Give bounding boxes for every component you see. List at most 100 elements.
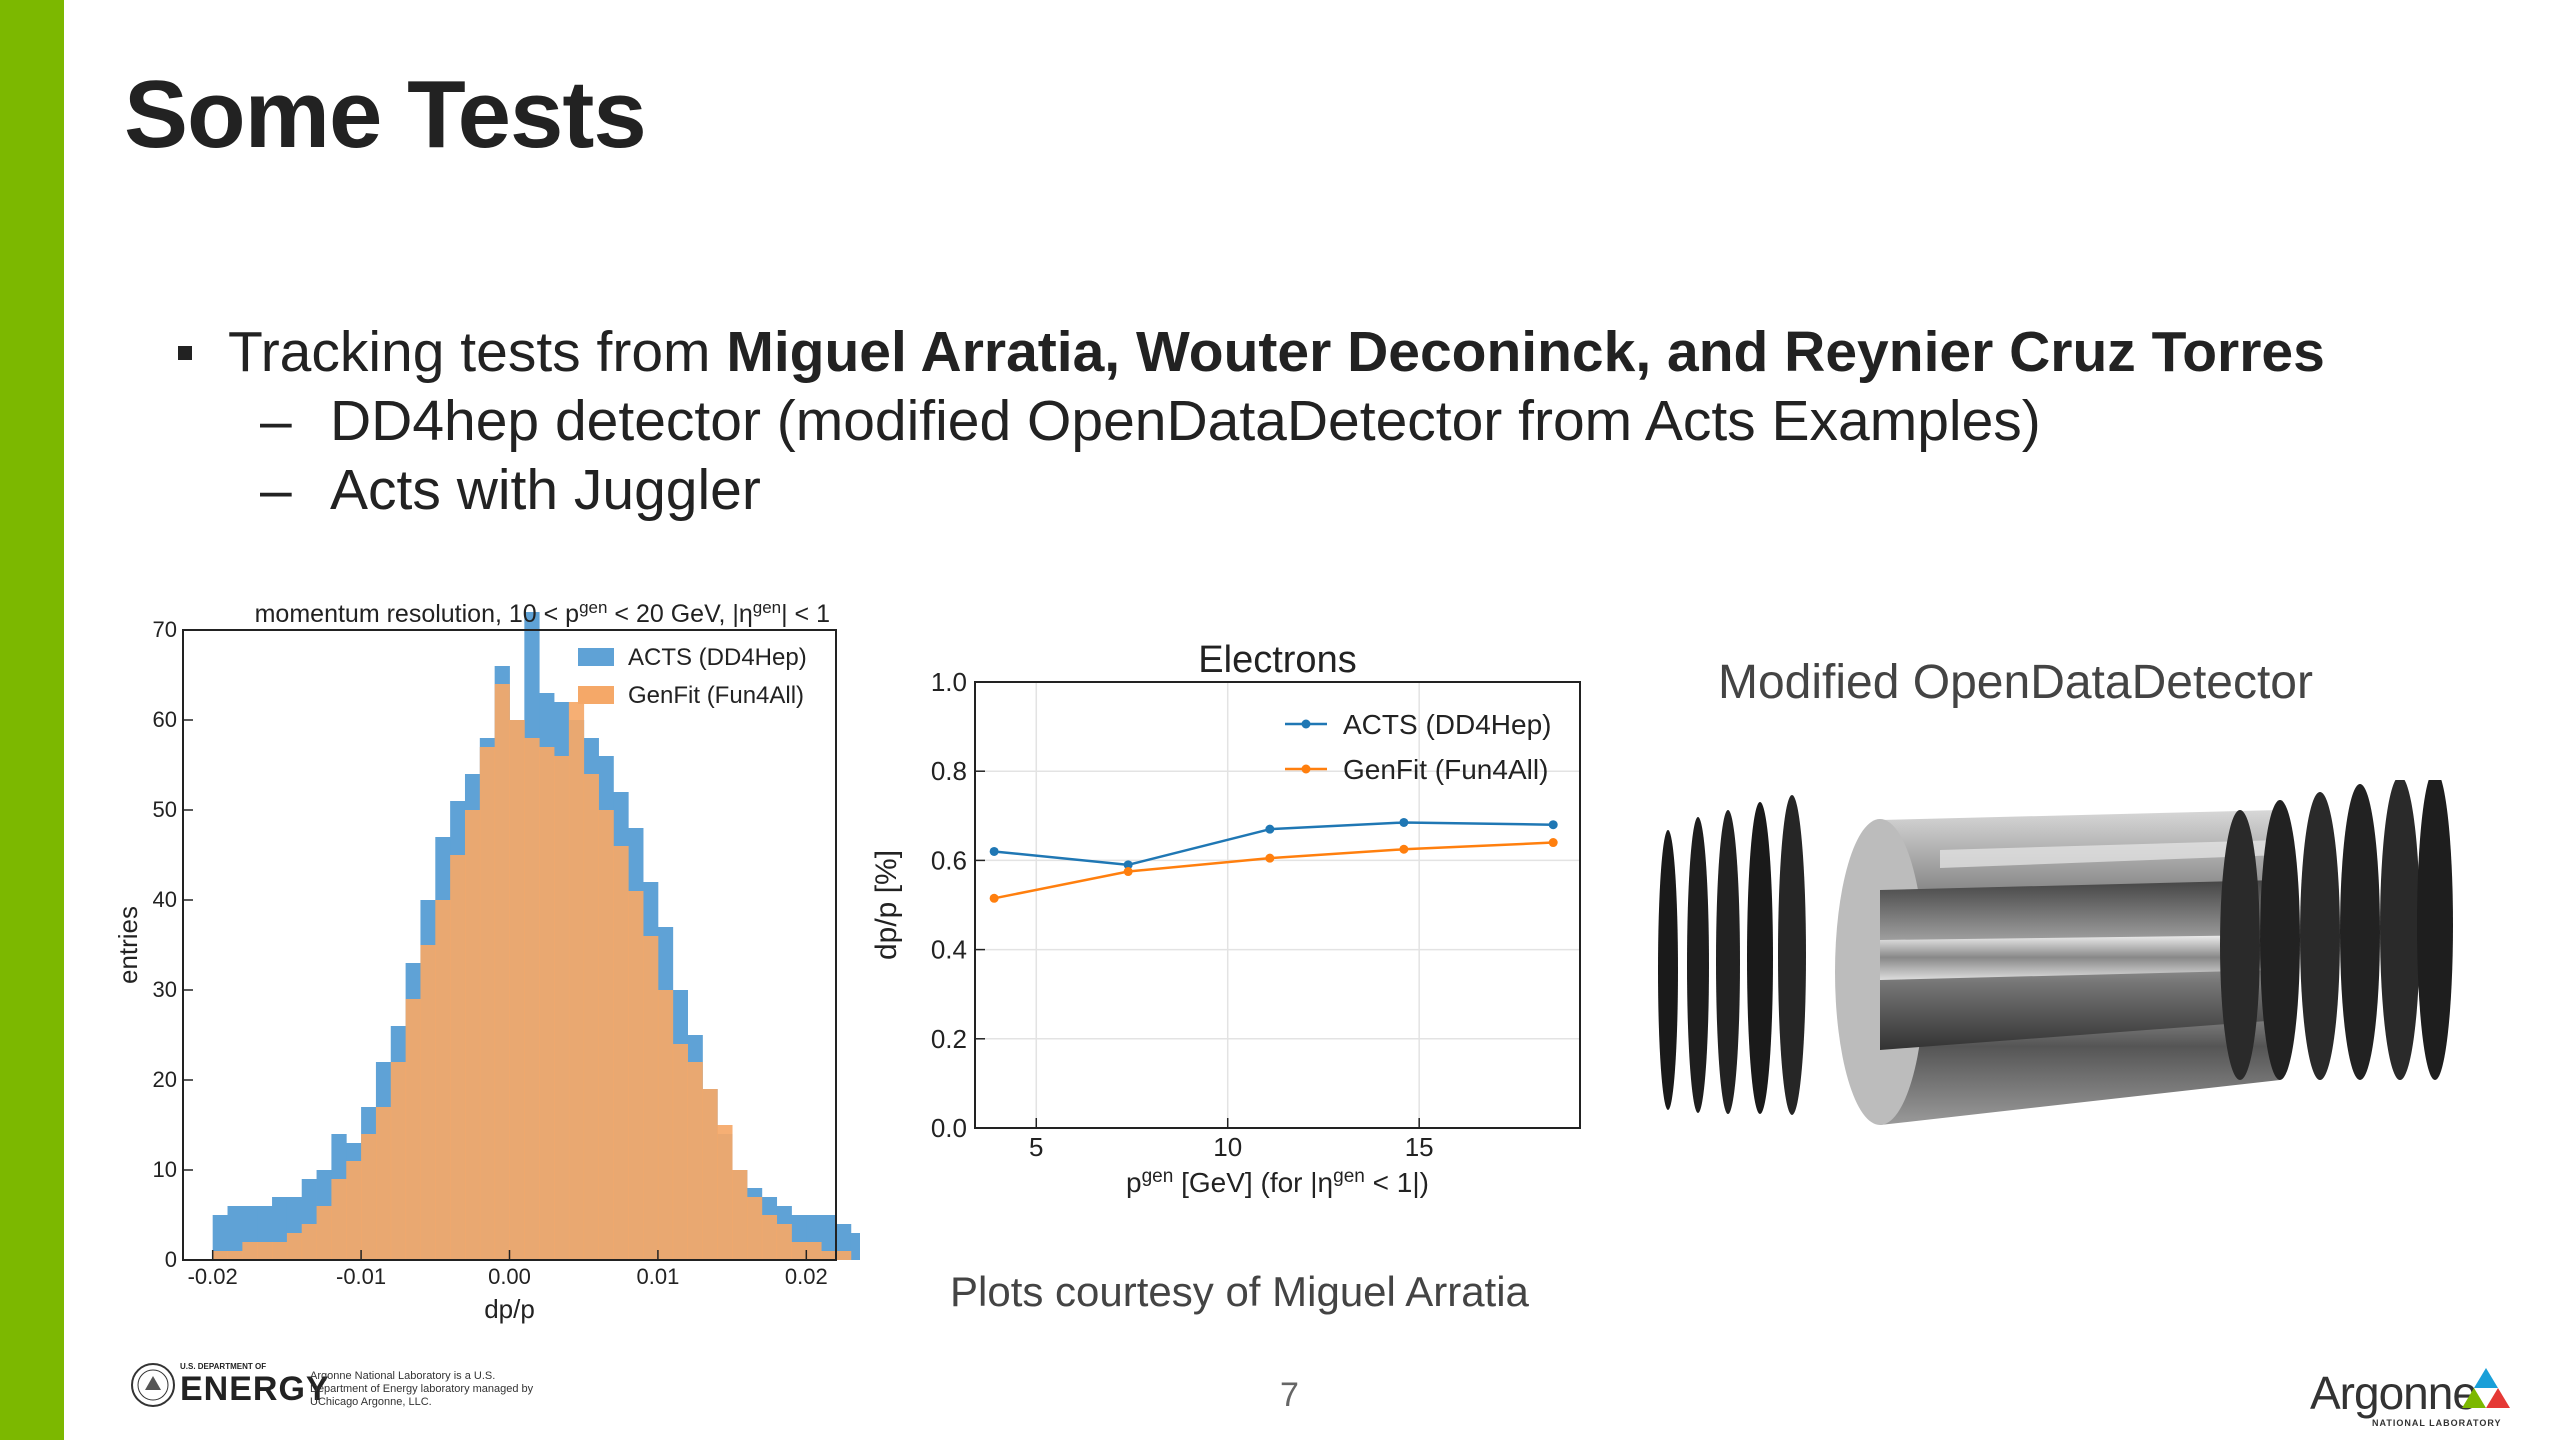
hist-bar-genfit	[776, 1224, 792, 1260]
hist-bar-genfit	[420, 945, 436, 1260]
hist-bar-genfit	[717, 1125, 733, 1260]
hist-bar-genfit	[791, 1242, 807, 1260]
line-point-acts	[1265, 824, 1275, 834]
barrel-cylinder	[1835, 810, 2280, 1125]
bullet-item: Tracking tests from Miguel Arratia, Wout…	[178, 318, 2325, 387]
hist-bar-genfit	[702, 1089, 718, 1260]
line-point-genfit	[1399, 844, 1409, 854]
argonne-subtitle: NATIONAL LABORATORY	[2372, 1418, 2502, 1428]
hist-x-tick-label: 0.01	[636, 1264, 679, 1289]
hist-bar-genfit	[390, 1062, 407, 1260]
hist-bar-genfit	[761, 1215, 778, 1260]
hist-bar-genfit	[494, 684, 510, 1260]
hist-y-tick-label: 20	[153, 1067, 177, 1092]
hist-bar-genfit	[613, 846, 629, 1260]
detector-title: Modified OpenDataDetector	[1718, 656, 2313, 709]
doe-seal-icon	[131, 1363, 175, 1407]
hist-bar-genfit	[479, 747, 496, 1260]
hist-bar-genfit	[242, 1242, 258, 1260]
hist-legend-swatch	[578, 648, 614, 666]
hist-bar-genfit	[272, 1242, 288, 1260]
hist-y-tick-label: 70	[153, 617, 177, 642]
hist-bar-genfit	[524, 738, 540, 1260]
hist-bar-acts	[227, 1206, 243, 1260]
line-legend-label: ACTS (DD4Hep)	[1343, 709, 1551, 740]
hist-bar-genfit	[464, 810, 481, 1260]
hist-x-axis-label: dp/p	[484, 1294, 535, 1324]
line-x-tick-label: 15	[1405, 1132, 1434, 1162]
bullet-list: Tracking tests from Miguel Arratia, Wout…	[178, 318, 2325, 525]
hist-y-tick-label: 50	[153, 797, 177, 822]
hist-bar-genfit	[435, 900, 451, 1260]
bullet-text: Tracking tests from	[228, 320, 727, 384]
hist-bar-acts	[850, 1233, 860, 1260]
line-legend-marker	[1301, 719, 1311, 729]
hist-bar-genfit	[212, 1251, 228, 1260]
dash-bullet-icon: –	[260, 458, 292, 522]
hist-bar-genfit	[539, 747, 555, 1260]
hist-x-tick-label: -0.02	[188, 1264, 238, 1289]
hist-y-axis-label: entries	[113, 906, 143, 984]
hist-bar-genfit	[583, 774, 599, 1260]
hist-bar-genfit	[732, 1170, 748, 1260]
line-y-tick-label: 0.8	[931, 756, 967, 786]
line-y-axis-label: dp/p [%]	[870, 850, 903, 960]
histogram-chart: -0.02 -0.01 0.00 0.01 0.02 0 10 20 30 40 50 60 70 mom…	[113, 598, 860, 1324]
sub-bullet-item: – Acts with Juggler	[260, 456, 2325, 525]
right-endcap-disks	[2220, 780, 2453, 1080]
line-point-genfit	[989, 893, 999, 903]
sidebar-accent-bar	[0, 0, 64, 1440]
doe-description: Argonne National Laboratory is a U.S. De…	[310, 1370, 534, 1408]
sub-bullet-text: Acts with Juggler	[330, 458, 761, 522]
line-point-acts	[1548, 820, 1558, 830]
hist-bar-genfit	[643, 936, 659, 1260]
detector-rendering	[1658, 780, 2453, 1125]
hist-y-tick-label: 40	[153, 887, 177, 912]
hist-bar-genfit	[331, 1179, 347, 1260]
line-y-tick-label: 0.6	[931, 845, 967, 875]
slide-title: Some Tests	[124, 61, 647, 168]
hist-x-tick-label: 0.00	[488, 1264, 531, 1289]
square-bullet-icon	[178, 346, 192, 360]
hist-bar-acts	[821, 1215, 837, 1260]
line-point-genfit	[1265, 853, 1275, 863]
hist-y-tick-label: 10	[153, 1157, 177, 1182]
hist-bar-genfit	[806, 1242, 822, 1260]
line-legend-marker	[1301, 764, 1311, 774]
sub-bullet-item: – DD4hep detector (modified OpenDataDete…	[260, 387, 2325, 456]
line-y-tick-label: 0.0	[931, 1113, 967, 1143]
hist-x-tick-label: -0.01	[336, 1264, 386, 1289]
hist-bar-genfit	[687, 1062, 703, 1260]
line-series-genfit	[993, 841, 1554, 900]
line-x-axis-label: pgen [GeV] (for |ηgen < 1|)	[1126, 1166, 1429, 1199]
sub-bullet-text: DD4hep detector (modified OpenDataDetect…	[330, 389, 2041, 453]
hist-legend-label: ACTS (DD4Hep)	[628, 644, 807, 671]
hist-bar-genfit	[509, 720, 525, 1260]
line-legend-label: GenFit (Fun4All)	[1343, 754, 1548, 785]
line-x-tick-label: 10	[1213, 1132, 1242, 1162]
hist-bar-genfit	[657, 990, 674, 1260]
hist-bar-genfit	[450, 855, 466, 1260]
hist-bar-genfit	[405, 999, 421, 1260]
hist-bar-genfit	[554, 756, 570, 1260]
line-x-tick-label: 5	[1029, 1132, 1043, 1162]
hist-title: momentum resolution, 10 < pgen < 20 GeV,…	[255, 598, 830, 629]
line-y-tick-label: 1.0	[931, 667, 967, 697]
line-point-genfit	[1123, 867, 1133, 877]
doe-department-label: U.S. DEPARTMENT OF	[180, 1362, 267, 1371]
line-chart: 5 10 15 0.0 0.2 0.4 0.6 0.8 1.0 Electrons pgen [Ge…	[870, 639, 1581, 1199]
hist-bar-genfit	[836, 1251, 852, 1260]
hist-bar-genfit	[286, 1233, 303, 1260]
hist-legend-label: GenFit (Fun4All)	[628, 682, 804, 709]
hist-bar-genfit	[746, 1197, 763, 1260]
hist-x-tick-label: 0.02	[785, 1264, 828, 1289]
hist-bar-acts	[212, 1215, 228, 1260]
line-point-acts	[1399, 817, 1409, 827]
line-point-genfit	[1548, 838, 1558, 848]
dash-bullet-icon: –	[260, 389, 292, 453]
line-plot-frame	[974, 681, 1581, 1129]
hist-bar-genfit	[346, 1161, 362, 1260]
hist-y-tick-label: 30	[153, 977, 177, 1002]
hist-bar-genfit	[257, 1242, 273, 1260]
line-point-acts	[1123, 860, 1133, 870]
